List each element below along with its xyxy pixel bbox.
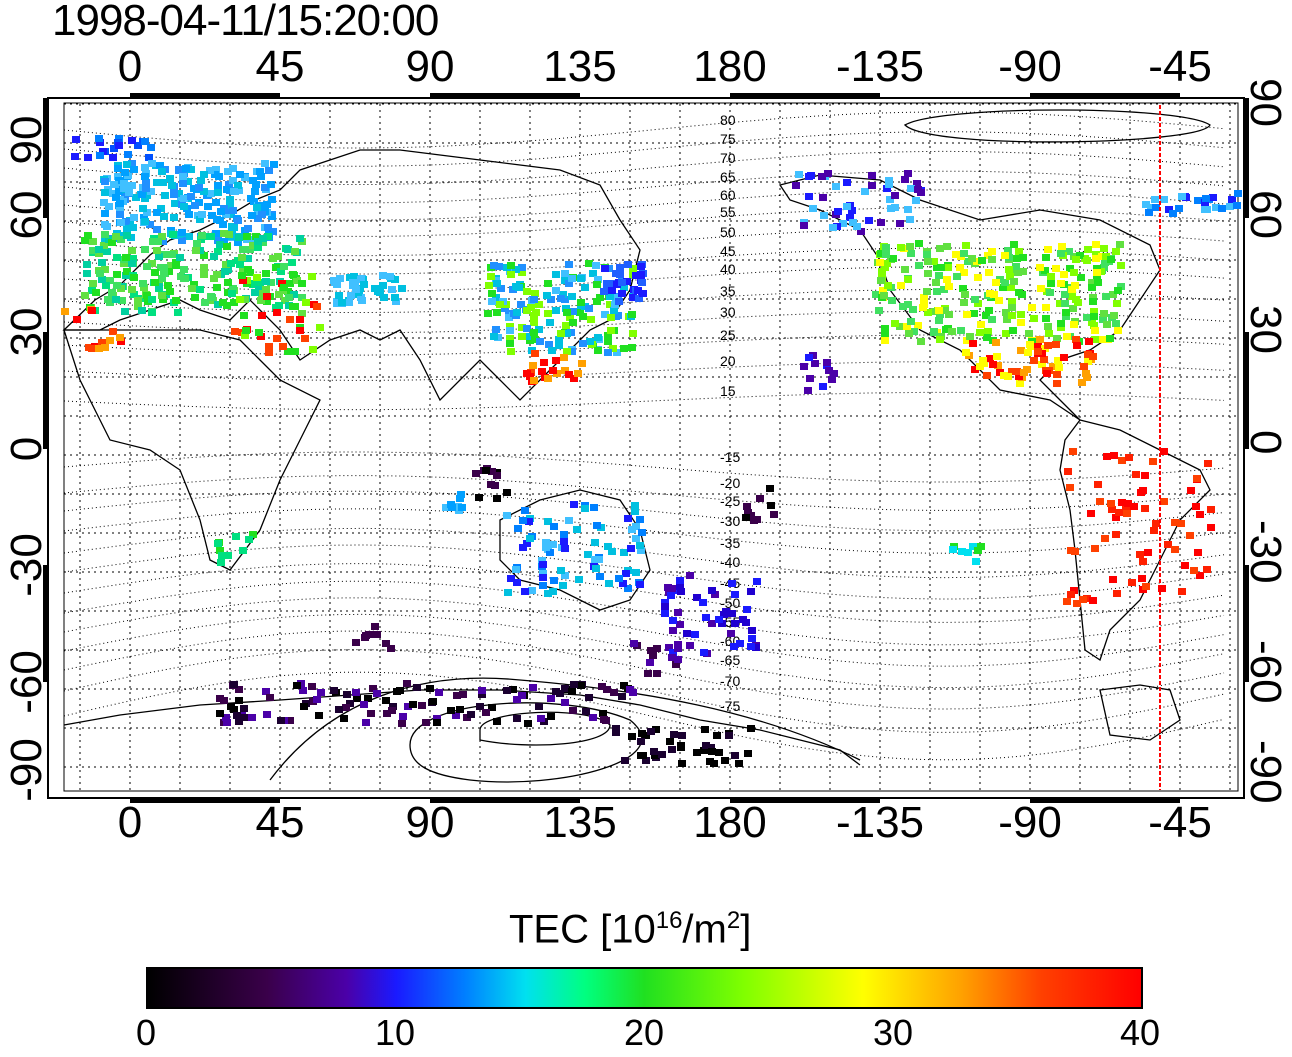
lon-tick-bottom: 135 [543,798,617,847]
magnetic-latitude-label: -70 [720,673,740,689]
lat-tick-right: 90 [1241,78,1290,127]
lat-tick-right: 30 [1241,305,1290,354]
magnetic-latitude-label: -75 [720,698,740,714]
lat-tick-left: 0 [2,436,51,462]
magnetic-latitude-label: 80 [720,112,736,128]
magnetic-latitude-label: 30 [720,304,736,320]
magnetic-latitude-label: -40 [720,554,740,570]
colorbar-label-exponent: 16 [655,907,683,934]
colorbar-label: TEC [1016/m2] [509,907,751,952]
colorbar-tick: 30 [872,1012,914,1053]
lon-tick-top: 90 [405,42,455,91]
lat-tick-right: -60 [1241,640,1290,704]
magnetic-latitude-label: 25 [720,327,736,343]
lat-tick-left: -90 [2,738,51,802]
magnetic-latitude-label: 45 [720,243,736,259]
lat-tick-left: -60 [2,650,51,714]
magnetic-latitude-label: 20 [720,353,736,369]
lon-tick-top: -135 [835,42,925,91]
colorbar-label-unit-exponent: 2 [726,907,741,934]
lon-tick-top: 180 [693,42,767,91]
magnetic-latitude-label: 50 [720,224,736,240]
magnetic-latitude-label: -20 [720,475,740,491]
lon-tick-top: -90 [998,42,1062,91]
magnetic-latitude-label: 55 [720,204,736,220]
magnetic-latitude-label: 15 [720,383,736,399]
magnetic-latitude-label: 75 [720,131,736,147]
timestamp-title: 1998-04-11/15:20:00 [52,0,439,45]
lon-tick-bottom: 0 [117,798,143,847]
lat-tick-left: 30 [2,307,51,357]
magnetic-latitude-label: -30 [720,513,740,529]
lon-tick-bottom: -45 [1148,798,1212,847]
graticule [64,103,1238,790]
lon-tick-top: -45 [1148,42,1212,91]
magnetic-latitude-label: -25 [720,493,740,509]
lat-tick-right: 60 [1241,190,1290,239]
colorbar-tick: 0 [135,1012,157,1053]
magnetic-latitude-label: 70 [720,150,736,166]
colorbar-label-unit: /m [682,907,727,952]
tec-observations [61,135,1242,767]
lon-tick-bottom: -135 [835,798,925,847]
magnetic-latitude-label: 60 [720,187,736,203]
colorbar-tick: 10 [374,1012,416,1053]
lat-tick-right: 0 [1241,430,1290,455]
magnetic-latitude-label: -50 [720,595,740,611]
lon-tick-bottom: 90 [405,798,455,847]
magnetic-latitude-label: -15 [720,449,740,465]
colorbar-label-main: TEC [10 [509,907,656,952]
lat-tick-left: 90 [2,115,51,165]
magnetic-latitude-label: -65 [720,652,740,668]
magnetic-latitude-label: -35 [720,535,740,551]
colorbar-label-close: ] [740,907,752,952]
lon-tick-bottom: -90 [998,798,1062,847]
lon-tick-bottom: 45 [255,798,305,847]
lat-tick-right: -30 [1241,520,1290,584]
colorbar-tick: 40 [1119,1012,1161,1053]
colorbar-tick: 20 [623,1012,665,1053]
lon-tick-top: 45 [255,42,305,91]
magnetic-latitude-label: 35 [720,283,736,299]
magnetic-latitude-label: 40 [720,261,736,277]
tec-colorbar [146,967,1143,1009]
lat-tick-left: -30 [2,533,51,597]
lat-tick-left: 60 [2,190,51,240]
lon-tick-top: 135 [543,42,617,91]
coastlines [62,109,1211,783]
lon-tick-bottom: 180 [693,798,767,847]
frame-tick-bars [43,93,1249,803]
lon-tick-top: 0 [117,42,143,91]
lat-tick-right: -90 [1241,740,1290,804]
magnetic-latitude-label: 65 [720,169,736,185]
magnetic-latitude-contours [63,111,1225,761]
